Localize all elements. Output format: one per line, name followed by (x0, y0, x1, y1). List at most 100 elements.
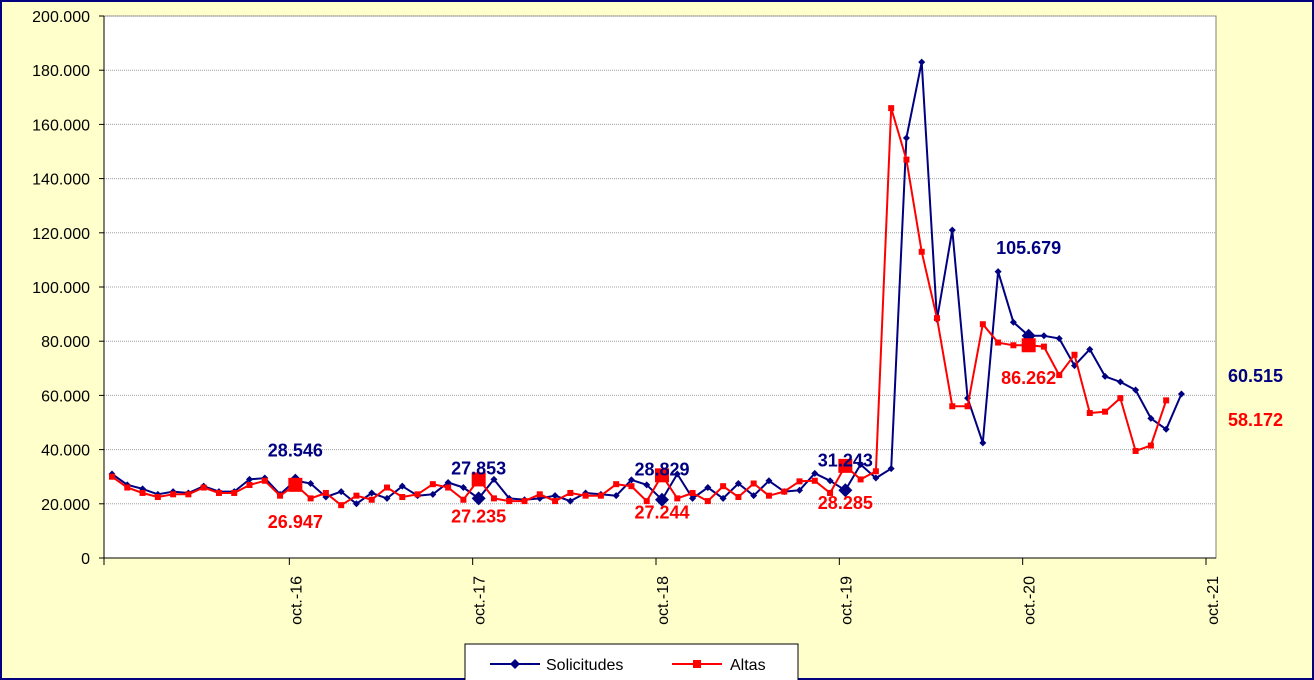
data-point (719, 494, 727, 502)
data-point (338, 502, 345, 509)
data-label: 28.285 (818, 493, 873, 513)
data-point (902, 134, 910, 142)
data-point (1086, 410, 1093, 417)
data-point (838, 483, 853, 498)
y-tick-label: 0 (81, 551, 90, 568)
data-point (551, 492, 559, 500)
data-point (490, 495, 497, 502)
data-label: 60.515 (1228, 366, 1283, 386)
y-tick-label: 180.000 (32, 63, 90, 80)
data-point (796, 486, 803, 494)
data-point (1021, 338, 1036, 353)
y-tick-label: 200.000 (32, 9, 90, 26)
data-point (1177, 390, 1185, 398)
y-tick-label: 20.000 (41, 497, 90, 514)
data-point (124, 484, 131, 491)
data-label: 31.243 (818, 450, 873, 470)
data-point (827, 489, 834, 496)
data-point (471, 472, 486, 487)
data-point (796, 478, 803, 485)
data-point (765, 477, 773, 485)
data-point (750, 492, 758, 500)
data-point (964, 403, 971, 410)
data-point (1056, 372, 1063, 379)
data-point (353, 492, 360, 499)
data-point (1071, 351, 1078, 358)
data-point (384, 484, 390, 491)
data-point (627, 476, 635, 484)
data-point (689, 489, 696, 496)
data-point (1040, 343, 1047, 350)
data-point (689, 494, 697, 502)
data-point (246, 475, 253, 483)
data-point (1147, 414, 1155, 422)
data-point (734, 479, 742, 487)
data-point (995, 339, 1002, 346)
data-point (1101, 372, 1109, 380)
data-label: 28.546 (268, 441, 323, 461)
x-tick-label: oct.-20 (1022, 576, 1039, 625)
data-point (720, 483, 727, 490)
data-point (429, 490, 437, 498)
data-point (1040, 332, 1048, 340)
data-point (613, 481, 620, 488)
data-point (979, 321, 986, 328)
data-point (322, 489, 329, 496)
data-point (903, 156, 910, 163)
data-point (337, 488, 345, 496)
data-point (674, 495, 681, 502)
data-label: 27.853 (451, 458, 506, 478)
data-point (368, 496, 375, 503)
data-point (307, 495, 314, 502)
data-point (811, 477, 818, 484)
data-point (471, 491, 486, 506)
data-point (857, 461, 865, 469)
y-tick-label: 120.000 (32, 226, 90, 243)
data-point (490, 475, 498, 483)
data-point (655, 468, 669, 483)
data-point (154, 494, 161, 501)
data-point (765, 492, 772, 499)
legend-altas-marker (693, 660, 701, 668)
y-tick-label: 80.000 (41, 334, 90, 351)
data-point (261, 477, 268, 484)
data-point (918, 58, 926, 66)
data-point (888, 105, 895, 112)
data-point (1009, 318, 1017, 326)
data-point (781, 488, 788, 495)
legend: Solicitudes Altas (464, 643, 799, 680)
x-tick-label: oct.-18 (655, 576, 672, 625)
series-layer (108, 58, 1185, 509)
data-point (704, 498, 711, 505)
data-point (566, 497, 574, 505)
data-point (139, 489, 146, 496)
y-tick-label: 100.000 (32, 280, 90, 297)
legend-solicitudes-label: Solicitudes (546, 657, 623, 674)
data-point (277, 492, 284, 499)
data-point (887, 465, 895, 473)
data-point (307, 479, 315, 487)
series-altas (109, 105, 1170, 509)
x-tick-label: oct.-21 (1205, 576, 1222, 625)
data-point (934, 315, 940, 322)
data-point (979, 439, 987, 447)
data-point (1117, 395, 1124, 402)
data-point (826, 477, 834, 485)
data-point (429, 481, 436, 488)
data-point (1162, 425, 1170, 433)
data-label: 27.244 (634, 502, 689, 522)
data-point (368, 489, 376, 497)
data-point (185, 491, 192, 498)
data-point (383, 494, 391, 502)
y-tick-label: 40.000 (41, 443, 90, 460)
data-point (857, 476, 864, 483)
data-point (170, 491, 177, 498)
data-point (872, 468, 879, 475)
data-label: 105.679 (996, 238, 1061, 258)
data-point (994, 268, 1002, 276)
data-point (1055, 334, 1063, 342)
y-tick-labels: 0 20.000 40.000 60.000 80.000 100.000 120.000 1… (32, 9, 90, 568)
data-label: 86.262 (1001, 368, 1056, 388)
data-point (949, 403, 956, 410)
